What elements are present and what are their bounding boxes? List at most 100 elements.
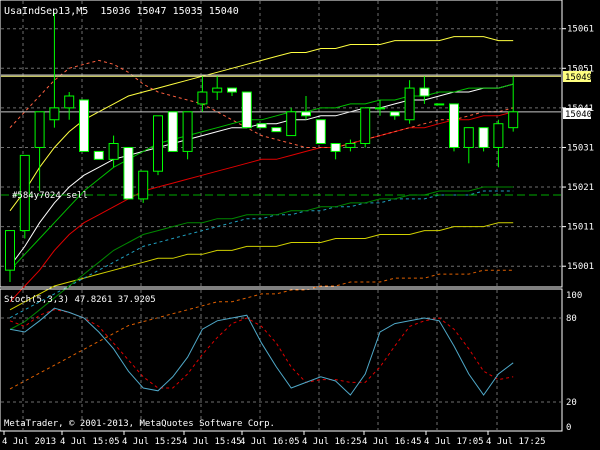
candle-body-bull [19,154,30,232]
candle[interactable] [478,127,489,152]
time-label: 4 Jul 16:25 [302,437,362,447]
candle-body-bull [508,111,519,129]
candle-body-bull [212,87,223,93]
candle[interactable] [153,115,163,176]
candle[interactable] [301,96,311,120]
candle[interactable] [79,99,89,152]
stoch-level-20: 20 [566,398,577,408]
candlesticks[interactable] [5,12,519,283]
stoch-level-0: 0 [566,423,571,433]
indicator-line-2 [9,36,514,212]
candle[interactable] [182,111,193,160]
candle-body-bull [34,111,45,148]
candle-body-bull [108,143,119,160]
candle[interactable] [286,107,297,137]
candle[interactable] [315,119,326,144]
candle[interactable] [138,170,149,203]
price-tick-label: 15061 [567,25,594,35]
candle[interactable] [5,230,15,283]
stoch-level-100: 100 [566,291,582,301]
indicator-line-6 [9,222,514,311]
candle[interactable] [212,76,223,100]
candle-body-bear [271,127,282,133]
candle[interactable] [19,154,30,239]
price-badge-bottom-label: 15040 [565,110,592,120]
candle-body-bear [79,99,89,152]
order-label: #584y7024 sell [12,191,88,201]
candle[interactable] [49,12,60,128]
candle[interactable] [508,76,519,132]
stoch-panel[interactable]: 100 80 20 0 Stoch(5,3,3) 47.8261 37.9205… [0,288,582,433]
stoch-grid [1,290,561,430]
stoch-main-line [9,307,514,396]
candle[interactable] [123,146,134,200]
candle-body-bear [301,111,311,117]
candle-body-bear [123,146,134,200]
price-badge-top-label: 15049 [565,73,592,83]
candle[interactable] [419,76,430,104]
price-tick-label: 15011 [567,223,594,233]
candle[interactable] [167,111,178,152]
candle[interactable] [64,92,75,120]
candle-body-bear [389,111,400,117]
time-label: 4 Jul 15:25 [122,437,182,447]
horizontal-lines [1,74,561,196]
candle-body-bull [404,87,415,121]
stoch-title: Stoch(5,3,3) 47.8261 37.9205 [4,295,156,305]
stoch-axis: 100 80 20 0 [566,291,582,433]
candle-body-bull [197,91,208,105]
candle-body-bull [375,107,385,110]
time-label: 4 Jul 17:05 [424,437,484,447]
candle[interactable] [241,91,252,129]
price-panel-frame [0,0,563,288]
candle[interactable] [389,111,400,120]
candle[interactable] [93,150,104,160]
candle[interactable] [330,143,341,160]
time-axis: 4 Jul 2013 4 Jul 15:05 4 Jul 15:25 4 Jul 15… [2,431,546,447]
candle-body-bear [227,87,237,93]
candle[interactable] [463,127,474,164]
indicator-line-9 [9,269,514,390]
time-label: 4 Jul 16:45 [362,437,422,447]
candle[interactable] [34,111,45,191]
candle[interactable] [375,99,385,116]
candle[interactable] [271,127,282,133]
stoch-signal-line [9,309,514,389]
candle-body-bull [463,127,474,148]
candle[interactable] [404,80,415,124]
candle-body-bull [286,111,297,137]
stoch-lines [9,307,514,396]
candle-body-bear [449,103,459,148]
candle-body-bear [330,143,341,152]
time-label: 4 Jul 17:25 [486,437,546,447]
candle-body-bull [5,230,15,271]
time-label: 4 Jul 2013 [2,437,56,447]
candle[interactable] [493,119,504,168]
indicator-line-8 [9,186,514,330]
price-tick-label: 15021 [567,183,594,193]
candle[interactable] [360,107,371,148]
time-label: 4 Jul 16:05 [240,437,300,447]
stoch-level-80: 80 [566,314,577,324]
candle-body-bear [256,123,267,129]
candle-body-bull [360,107,371,144]
candle[interactable] [197,76,208,112]
price-panel[interactable]: 15061150511504115031150211501115001 1504… [0,0,594,390]
candle[interactable] [345,139,356,152]
candle[interactable] [108,135,119,168]
price-tick-label: 15001 [567,262,594,272]
stoch-panel-frame [0,288,563,432]
candle-body-bull [182,111,193,152]
price-badge-bottom: 15040 [563,108,592,120]
candle[interactable] [449,103,459,152]
candle[interactable] [227,87,237,96]
ohlc-values: 15036 15047 15035 15040 [100,6,238,17]
indicator-line-3 [9,111,514,303]
candle[interactable] [256,123,267,129]
candle[interactable] [434,103,445,106]
candle-body-bear [93,150,104,160]
candle-body-bear [315,119,326,144]
candle-body-bear [478,127,489,148]
